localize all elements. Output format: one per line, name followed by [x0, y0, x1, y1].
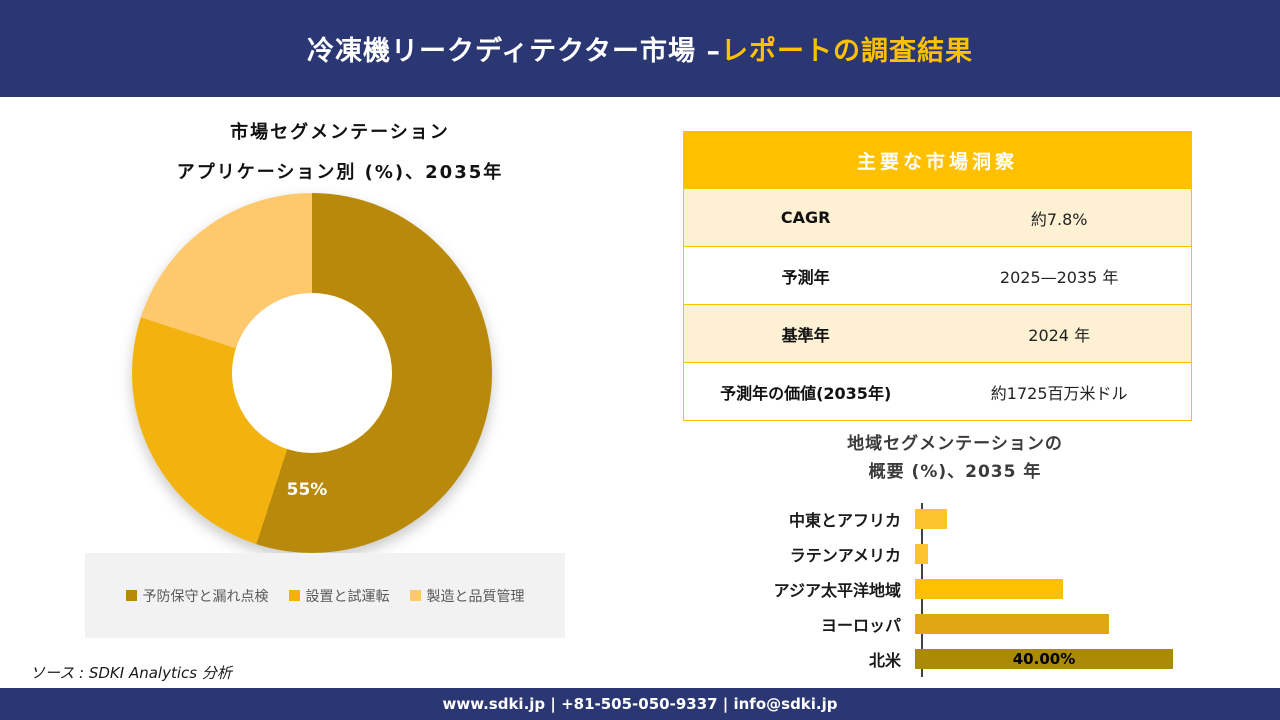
bar-latin-america [915, 543, 928, 564]
insights-row-value: 約1725百万米ドル [990, 383, 1128, 403]
bar-asia-pacific [915, 578, 1063, 599]
bar-row: ヨーロッパ [690, 606, 1200, 641]
insights-row-label: 予測年 [781, 267, 830, 287]
page-title-accent: レポートの調査結果 [720, 36, 973, 67]
footer-contact-bar: www.sdki.jp | +81-505-050-9337 | info@sd… [0, 688, 1280, 720]
legend-item: 予防保守と漏れ点検 [125, 586, 269, 606]
insights-row-label: CAGR [780, 208, 831, 227]
bar-row: 中東とアフリカ [690, 501, 1200, 536]
donut-chart-title-line2: アプリケーション別 (%)、2035年 [176, 162, 504, 183]
bar-north-america: 40.00% [915, 648, 1173, 669]
bar-europe [915, 613, 1109, 634]
region-bar-chart: 中東とアフリカ ラテンアメリカ アジア太平洋地域 ヨーロッパ 北米 40.00% [690, 501, 1200, 677]
header-banner: 冷凍機リークディテクター市場 – レポートの調査結果 [0, 0, 1280, 97]
legend-label: 予防保守と漏れ点検 [142, 588, 269, 605]
legend-label: 設置と試運転 [305, 588, 390, 605]
insights-row-label: 基準年 [781, 325, 830, 345]
bar-category-label: アジア太平洋地域 [773, 580, 901, 600]
key-insights-table: 主要な市場洞察 CAGR 約7.8% 予測年 2025—2035 年 基準年 2… [683, 131, 1192, 421]
bar-data-label: 40.00% [1012, 649, 1076, 668]
donut-legend: 予防保守と漏れ点検 設置と試運転 製造と品質管理 [85, 553, 565, 638]
bar-category-label: 中東とアフリカ [788, 510, 901, 530]
bar-category-label: ラテンアメリカ [789, 545, 901, 565]
source-note: ソース : SDKI Analytics 分析 [30, 664, 232, 682]
legend-label: 製造と品質管理 [426, 588, 525, 605]
application-donut-chart: 55% [132, 193, 492, 553]
insights-row-value: 2025—2035 年 [999, 267, 1119, 287]
bar-category-label: 北米 [868, 650, 901, 670]
page-title: 冷凍機リークディテクター市場 – [307, 36, 721, 67]
legend-item: 設置と試運転 [288, 586, 390, 606]
region-chart-title-line1: 地域セグメンテーションの [847, 434, 1063, 454]
table-row: 予測年の価値(2035年) 約1725百万米ドル [684, 362, 1191, 420]
insights-row-value: 約7.8% [1030, 209, 1088, 229]
bar-middle-east-africa [915, 508, 947, 529]
bar-row: アジア太平洋地域 [690, 571, 1200, 606]
table-row: 予測年 2025—2035 年 [684, 246, 1191, 304]
legend-swatch-amber [288, 590, 300, 601]
bar-row: 北米 40.00% [690, 641, 1200, 676]
donut-chart-title-line1: 市場セグメンテーション [230, 122, 450, 143]
bar-row: ラテンアメリカ [690, 536, 1200, 571]
insights-row-value: 2024 年 [1028, 325, 1091, 345]
region-chart-title: 地域セグメンテーションの 概要 (%)、2035 年 [705, 430, 1205, 486]
legend-item: 製造と品質管理 [409, 586, 525, 606]
legend-swatch-light-gold [409, 590, 421, 601]
region-chart-title-line2: 概要 (%)、2035 年 [868, 462, 1042, 482]
bar-category-label: ヨーロッパ [820, 615, 901, 635]
insights-row-label: 予測年の価値(2035年) [720, 383, 892, 403]
legend-swatch-dark-gold [125, 590, 137, 601]
insights-table-header: 主要な市場洞察 [684, 132, 1191, 188]
donut-segment-data-label: 55% [286, 480, 328, 500]
table-row: CAGR 約7.8% [684, 188, 1191, 246]
table-row: 基準年 2024 年 [684, 304, 1191, 362]
donut-hole [232, 293, 392, 453]
